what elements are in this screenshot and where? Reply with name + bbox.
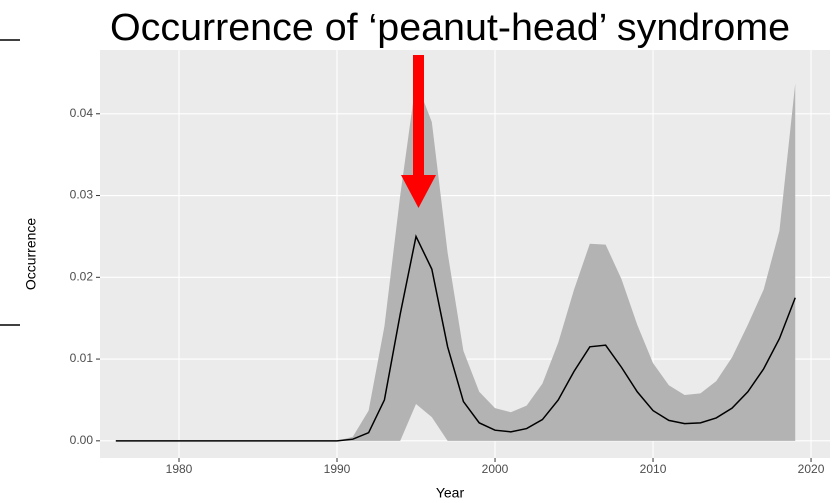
x-tick-label: 1990 <box>324 462 351 476</box>
y-tick-label: 0.01 <box>70 351 94 365</box>
arrow <box>401 55 436 208</box>
x-tick-label: 2010 <box>640 462 667 476</box>
arrow-shaft <box>413 55 424 177</box>
x-tick-label: 2020 <box>798 462 825 476</box>
y-tick-label: 0.02 <box>70 269 94 283</box>
y-tick-label: 0.04 <box>70 106 94 120</box>
y-tick-label: 0.03 <box>70 188 94 202</box>
x-axis-label: Year <box>436 485 465 501</box>
arrow-head <box>401 175 436 208</box>
marks <box>115 81 796 442</box>
chart-title: Occurrence of ‘peanut-head’ syndrome <box>110 7 790 49</box>
line <box>115 234 796 442</box>
x-tick-label: 1980 <box>166 462 193 476</box>
x-tick-label: 2000 <box>482 462 509 476</box>
ribbon <box>115 81 796 441</box>
y-tick-label: 0.00 <box>70 433 94 447</box>
y-axis-label: Occurrence <box>23 218 39 291</box>
